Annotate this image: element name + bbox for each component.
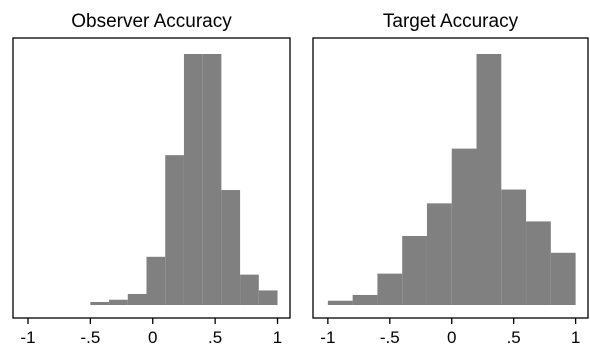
x-tick-label: 0 [447,328,456,347]
histogram-bar [327,300,353,305]
chart-panel-2: Target Accuracy -1 -.5 0 .5 1 [312,11,589,347]
histogram-bar [165,155,184,305]
histogram-bar [476,54,502,305]
histogram-bar [183,54,203,305]
histogram-bar [377,273,403,305]
histogram-bar [146,256,166,305]
x-tick-label: -.5 [80,328,100,347]
x-tick-label: 0 [148,328,157,347]
plot-frame [312,37,589,319]
x-tick-label: 1 [273,328,282,347]
x-tick-label: 1 [571,328,580,347]
histogram-bar [240,274,259,305]
histogram-bar [550,252,576,305]
x-tick-label: -1 [320,328,335,347]
histogram-bar [352,294,378,305]
panel-title: Observer Accuracy [71,11,232,32]
histogram-bar [526,221,551,305]
x-tick-label: .5 [507,328,521,347]
x-tick-label: -.5 [380,328,400,347]
x-tick-label: -1 [20,328,35,347]
histogram-bar [202,54,222,305]
x-tick-label: .5 [208,328,222,347]
histogram-bar [426,203,452,305]
histogram-bar [90,301,110,305]
plot-frame [12,37,291,319]
histogram-bar [221,190,241,305]
histogram-bar [258,290,278,305]
histogram-bar [127,293,147,305]
chart-panel-1: Observer Accuracy -1 -.5 0 .5 1 [12,11,291,347]
histogram-bar [501,189,527,305]
histogram-bar [109,299,128,305]
panel-title: Target Accuracy [383,11,519,32]
histogram-bar [402,235,427,305]
histogram-bar [451,148,477,305]
